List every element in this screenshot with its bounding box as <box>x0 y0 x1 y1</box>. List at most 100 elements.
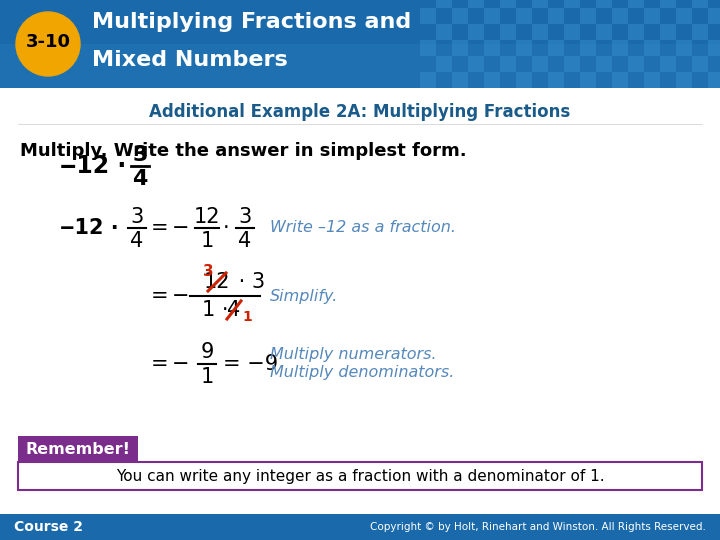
FancyBboxPatch shape <box>532 24 548 40</box>
FancyBboxPatch shape <box>500 24 516 40</box>
FancyBboxPatch shape <box>468 0 484 8</box>
Circle shape <box>16 12 80 76</box>
Text: 4: 4 <box>228 300 240 320</box>
FancyBboxPatch shape <box>564 56 580 72</box>
FancyBboxPatch shape <box>676 40 692 56</box>
FancyBboxPatch shape <box>676 8 692 24</box>
FancyBboxPatch shape <box>692 0 708 8</box>
Text: Multiply denominators.: Multiply denominators. <box>270 366 454 381</box>
FancyBboxPatch shape <box>548 40 564 56</box>
Text: 3: 3 <box>130 207 143 227</box>
Text: 3: 3 <box>238 207 251 227</box>
Text: 12: 12 <box>194 207 220 227</box>
Text: 9: 9 <box>200 342 214 362</box>
FancyBboxPatch shape <box>580 40 596 56</box>
Text: 3: 3 <box>203 265 213 280</box>
Text: =: = <box>151 218 168 238</box>
FancyBboxPatch shape <box>580 72 596 88</box>
Text: 4: 4 <box>238 231 251 251</box>
FancyBboxPatch shape <box>580 8 596 24</box>
FancyBboxPatch shape <box>548 8 564 24</box>
Text: Multiply numerators.: Multiply numerators. <box>270 348 436 362</box>
FancyBboxPatch shape <box>676 72 692 88</box>
FancyBboxPatch shape <box>708 8 720 24</box>
Text: 1: 1 <box>200 231 214 251</box>
FancyBboxPatch shape <box>596 24 612 40</box>
FancyBboxPatch shape <box>532 56 548 72</box>
FancyBboxPatch shape <box>708 40 720 56</box>
Text: Course 2: Course 2 <box>14 520 83 534</box>
FancyBboxPatch shape <box>452 8 468 24</box>
FancyBboxPatch shape <box>596 0 612 8</box>
FancyBboxPatch shape <box>708 72 720 88</box>
FancyBboxPatch shape <box>500 56 516 72</box>
FancyBboxPatch shape <box>436 24 452 40</box>
FancyBboxPatch shape <box>564 24 580 40</box>
FancyBboxPatch shape <box>500 0 516 8</box>
FancyBboxPatch shape <box>516 40 532 56</box>
Text: =: = <box>151 354 168 374</box>
FancyBboxPatch shape <box>18 436 138 462</box>
Text: 4: 4 <box>130 231 143 251</box>
FancyBboxPatch shape <box>18 462 702 490</box>
FancyBboxPatch shape <box>532 0 548 8</box>
FancyBboxPatch shape <box>436 56 452 72</box>
Text: Additional Example 2A: Multiplying Fractions: Additional Example 2A: Multiplying Fract… <box>149 103 571 121</box>
Text: −: − <box>172 354 189 374</box>
FancyBboxPatch shape <box>644 40 660 56</box>
FancyBboxPatch shape <box>0 514 720 540</box>
Text: · 3: · 3 <box>232 272 265 292</box>
FancyBboxPatch shape <box>644 72 660 88</box>
Text: Mixed Numbers: Mixed Numbers <box>92 50 288 70</box>
Text: Multiply. Write the answer in simplest form.: Multiply. Write the answer in simplest f… <box>20 142 467 160</box>
FancyBboxPatch shape <box>0 44 720 88</box>
FancyBboxPatch shape <box>420 72 436 88</box>
Text: You can write any integer as a fraction with a denominator of 1.: You can write any integer as a fraction … <box>116 469 604 483</box>
FancyBboxPatch shape <box>548 72 564 88</box>
FancyBboxPatch shape <box>612 8 628 24</box>
FancyBboxPatch shape <box>484 8 500 24</box>
Text: 1: 1 <box>242 310 252 324</box>
Text: −: − <box>172 218 189 238</box>
Text: −: − <box>172 286 189 306</box>
Text: Copyright © by Holt, Rinehart and Winston. All Rights Reserved.: Copyright © by Holt, Rinehart and Winsto… <box>370 522 706 532</box>
Text: 12: 12 <box>204 272 230 292</box>
FancyBboxPatch shape <box>612 72 628 88</box>
FancyBboxPatch shape <box>692 56 708 72</box>
FancyBboxPatch shape <box>452 72 468 88</box>
Text: 3-10: 3-10 <box>25 33 71 51</box>
Text: ‒12 ·: ‒12 · <box>60 154 126 178</box>
FancyBboxPatch shape <box>660 56 676 72</box>
FancyBboxPatch shape <box>628 0 644 8</box>
Text: ·: · <box>223 218 230 238</box>
FancyBboxPatch shape <box>0 0 720 88</box>
Text: =: = <box>151 286 168 306</box>
Text: 1: 1 <box>200 367 214 387</box>
FancyBboxPatch shape <box>516 72 532 88</box>
FancyBboxPatch shape <box>644 8 660 24</box>
FancyBboxPatch shape <box>468 24 484 40</box>
Text: 4: 4 <box>132 169 148 189</box>
FancyBboxPatch shape <box>436 0 452 8</box>
FancyBboxPatch shape <box>660 24 676 40</box>
FancyBboxPatch shape <box>628 24 644 40</box>
FancyBboxPatch shape <box>612 40 628 56</box>
Text: ‒12 ·: ‒12 · <box>60 218 119 238</box>
FancyBboxPatch shape <box>484 40 500 56</box>
FancyBboxPatch shape <box>596 56 612 72</box>
FancyBboxPatch shape <box>516 8 532 24</box>
Text: Simplify.: Simplify. <box>270 288 338 303</box>
FancyBboxPatch shape <box>628 56 644 72</box>
Text: = −9: = −9 <box>223 354 278 374</box>
Text: Remember!: Remember! <box>25 442 130 456</box>
FancyBboxPatch shape <box>692 24 708 40</box>
FancyBboxPatch shape <box>564 0 580 8</box>
FancyBboxPatch shape <box>420 40 436 56</box>
Text: 1 ·: 1 · <box>202 300 228 320</box>
Text: Write –12 as a fraction.: Write –12 as a fraction. <box>270 220 456 235</box>
FancyBboxPatch shape <box>468 56 484 72</box>
Text: 3: 3 <box>132 145 148 165</box>
FancyBboxPatch shape <box>660 0 676 8</box>
Text: Multiplying Fractions and: Multiplying Fractions and <box>92 12 411 32</box>
FancyBboxPatch shape <box>484 72 500 88</box>
